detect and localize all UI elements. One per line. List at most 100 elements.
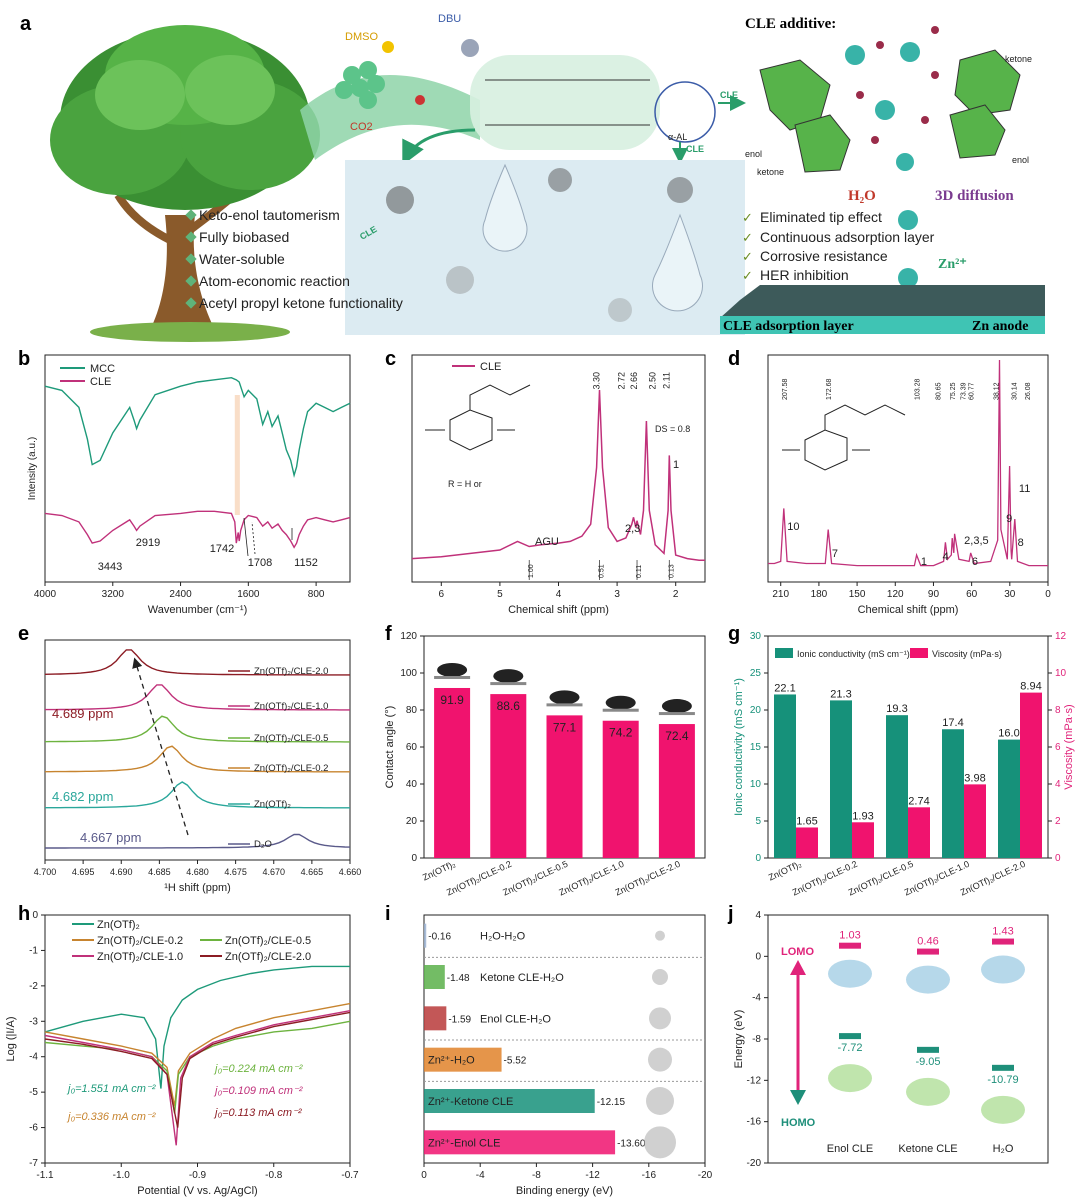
x-tick-label: 4 — [556, 589, 562, 600]
ketone-label-1: ketone — [1005, 54, 1032, 64]
bar-value-label: 8.94 — [1020, 681, 1041, 693]
y-tick-label: 100 — [400, 668, 417, 679]
cle-arrow-label-2: CLE — [686, 144, 704, 154]
co2-molecule-icon — [415, 95, 425, 105]
y-axis-label: Log (|I/A) — [5, 1016, 17, 1061]
fiber-ends — [335, 61, 385, 109]
bar-value-label: 74.2 — [609, 726, 633, 740]
feature-item: Acetyl propyl ketone functionality — [185, 295, 403, 311]
y-tick-label: 4 — [755, 910, 761, 921]
cellulose-chains — [485, 79, 650, 126]
anode-label: Zn anode — [972, 319, 1028, 334]
integral-value: 0.51 — [599, 564, 606, 578]
y-axis-label: Ionic conductivity (mS cm⁻¹) — [733, 678, 745, 816]
peak-label: 1152 — [294, 557, 318, 569]
enol-label-2: enol — [1012, 155, 1029, 165]
molecule-model-icon — [648, 1047, 672, 1072]
droplet-icon — [549, 690, 580, 705]
y2-tick-label: 10 — [1055, 668, 1067, 679]
bar-value-label: -0.16 — [428, 932, 451, 943]
legend-label: Ionic conductivity (mS cm⁻¹) — [797, 649, 910, 659]
peak-number-label: 6 — [972, 556, 978, 568]
x-tick-label: 180 — [811, 589, 828, 600]
x-tick-label: 4000 — [34, 589, 57, 600]
nmr-c-series-line — [411, 389, 705, 562]
peak-number-label: 2,3,5 — [964, 535, 988, 547]
x-tick-label: -0.7 — [341, 1170, 359, 1181]
homo-level-mark — [917, 1046, 939, 1053]
binding-energy-bar — [424, 1047, 502, 1072]
panel-label-d: d — [728, 348, 740, 370]
feature-list: Keto-enol tautomerism Fully biobased Wat… — [185, 207, 403, 311]
y-tick-label: -3 — [29, 1016, 38, 1027]
shift-series-line — [45, 745, 350, 773]
bar-value-label: -12.15 — [597, 1097, 626, 1108]
homo-level-label: HOMO — [781, 1117, 816, 1129]
category-label: H₂O-H₂O — [480, 931, 526, 943]
plot-frame-i — [423, 914, 706, 1164]
peak-value-label: 2.66 — [629, 372, 639, 390]
peak-number-label: 7 — [832, 548, 838, 560]
svg-text:Fully biobased: Fully biobased — [199, 229, 289, 245]
y-tick-label: 80 — [406, 705, 418, 716]
y-tick-label: 0 — [755, 951, 761, 962]
orbital-icon — [906, 1077, 950, 1106]
integral-value: 1.00 — [528, 564, 535, 578]
binding-energy-bar — [424, 965, 445, 989]
y-tick-label: -12 — [747, 1075, 762, 1086]
panel-label-g: g — [728, 623, 740, 645]
category-label: Zn²⁺-Ketone CLE — [428, 1096, 513, 1108]
x-tick-label: -4 — [476, 1170, 485, 1181]
svg-text:Corrosive resistance: Corrosive resistance — [760, 248, 888, 264]
integral-value: 0.13 — [668, 564, 675, 578]
additive-molecules — [759, 26, 1021, 173]
peak-value-label: 30.14 — [1012, 382, 1019, 400]
cellulose-fiber-bundle — [300, 75, 480, 160]
contact-angle-bar — [658, 724, 695, 858]
conductivity-bar — [774, 694, 796, 858]
panel-label-b: b — [18, 348, 30, 370]
y-tick-label: 120 — [400, 631, 417, 642]
peak-number-label: 1 — [673, 459, 679, 471]
dbu-molecule-icon — [461, 39, 479, 57]
x-tick-label: 4.700 — [34, 867, 57, 877]
bar-value-label: 1.65 — [796, 815, 817, 827]
legend-label: Zn(OTf)₂/CLE-0.5 — [254, 733, 328, 744]
legend-label: Viscosity (mPa·s) — [932, 649, 1002, 659]
peak-number-label: 4 — [943, 551, 949, 563]
bar-value-label: 88.6 — [497, 699, 521, 713]
panel-label-a: a — [20, 13, 32, 35]
peak-number-label: 10 — [787, 521, 799, 533]
bar-value-label: 3.98 — [964, 772, 985, 784]
svg-text:✓: ✓ — [742, 249, 753, 264]
legend-label: Zn(OTf)₂/CLE-1.0 — [97, 951, 183, 963]
droplet-icon — [437, 662, 468, 677]
tafel-series-line — [44, 1020, 351, 1114]
viscosity-bar — [908, 807, 930, 858]
layer-label: CLE adsorption layer — [723, 319, 854, 334]
peak-label: 1742 — [210, 543, 234, 555]
x-tick-label: 150 — [849, 589, 866, 600]
substrate-icon — [602, 708, 639, 712]
exchange-current-label: j₀=0.224 mA cm⁻² — [213, 1063, 303, 1075]
arrow-head-up — [790, 960, 806, 975]
benefit-list: ✓ Eliminated tip effect ✓ Continuous adsor… — [742, 209, 935, 283]
legend-label: Zn(OTf)₂ — [97, 919, 140, 931]
shift-series-line — [44, 649, 350, 676]
cle-arrow-label-1: CLE — [720, 90, 738, 100]
exchange-current-label: j₀=0.113 mA cm⁻² — [213, 1107, 302, 1119]
benefit-item: ✓ Eliminated tip effect — [742, 209, 882, 225]
y-tick-label: -4 — [752, 993, 761, 1004]
bar-value-label: 2.74 — [908, 795, 929, 807]
legend-label: Zn(OTf)₂/CLE-2.0 — [225, 951, 311, 963]
molecule-model-icon — [646, 1087, 674, 1115]
svg-text:Atom-economic reaction: Atom-economic reaction — [199, 273, 350, 289]
cellulose-chain-box — [470, 55, 660, 150]
category-label: Ketone CLE-H₂O — [480, 972, 564, 984]
feature-item: Keto-enol tautomerism — [185, 207, 340, 223]
alpha-al-circle — [654, 81, 716, 143]
x-tick-label: 210 — [772, 589, 789, 600]
peak-value-label: 103.28 — [915, 378, 922, 400]
y-tick-label: 60 — [406, 742, 418, 753]
exchange-current-label: j₀=0.109 mA cm⁻² — [213, 1085, 303, 1097]
